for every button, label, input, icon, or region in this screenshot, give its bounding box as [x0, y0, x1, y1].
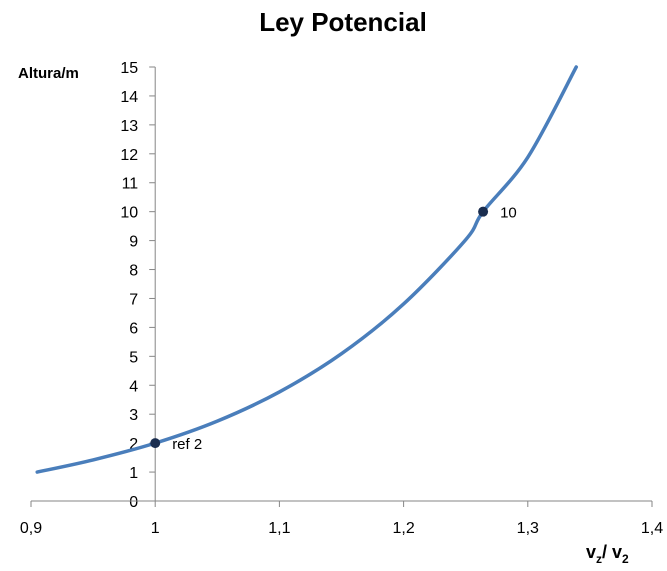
y-tick-label: 11	[122, 176, 139, 193]
series-line	[35, 65, 578, 474]
x-tick-label: 1,1	[268, 520, 290, 537]
y-tick-label: 1	[129, 465, 138, 482]
x-axis-label-sub2: 2	[622, 552, 629, 566]
y-tick-label: 10	[120, 205, 138, 222]
y-tick-label: 12	[120, 147, 138, 164]
data-point-marker	[478, 206, 489, 217]
y-tick-label: 14	[120, 89, 138, 106]
y-tick-marks	[149, 66, 156, 502]
x-tick-label: 1,4	[641, 520, 663, 537]
x-tick-label: 1,3	[517, 520, 539, 537]
x-axis-label-sub1: z	[596, 552, 602, 566]
x-tick-label: 0,9	[20, 520, 42, 537]
x-axis-label-sep: / v	[602, 542, 622, 562]
y-tick-label: 0	[129, 494, 138, 511]
y-tick-label: 6	[129, 320, 138, 337]
x-axis-label-main: v	[586, 542, 596, 562]
y-tick-label: 9	[129, 234, 138, 251]
y-tick-label: 7	[129, 291, 138, 308]
y-tick-label: 5	[129, 349, 138, 366]
data-markers: ref 2 10	[150, 205, 517, 453]
x-tick-label: 1,2	[392, 520, 414, 537]
y-tick-label: 4	[129, 378, 138, 395]
y-tick-label: 3	[129, 407, 138, 424]
y-tick-label: 15	[120, 60, 138, 77]
data-point-marker	[150, 438, 161, 449]
x-tick-labels: 0,9 1 1,1 1,2 1,3 1,4	[20, 520, 663, 537]
data-point-label: 10	[500, 205, 517, 222]
y-axis-label: Altura/m	[18, 65, 79, 82]
y-tick-label: 2	[129, 436, 138, 453]
x-axis-label: vz/ v2	[586, 542, 629, 566]
y-tick-label: 8	[129, 263, 138, 280]
y-tick-label: 13	[120, 118, 138, 135]
chart-title: Ley Potencial	[259, 7, 427, 37]
x-tick-marks	[30, 501, 653, 507]
data-point-label: ref 2	[172, 436, 202, 453]
x-tick-label: 1	[151, 520, 160, 537]
